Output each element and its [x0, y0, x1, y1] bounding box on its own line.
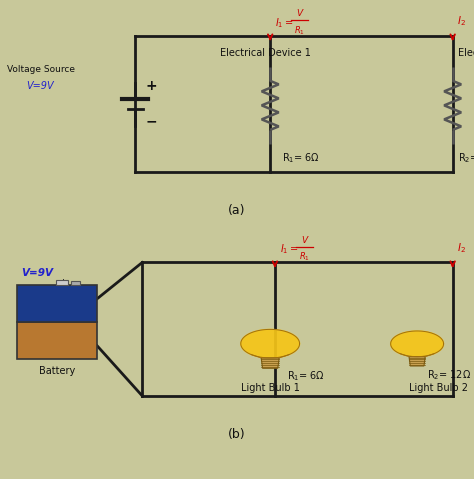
Text: $I_2$: $I_2$: [457, 241, 466, 255]
Text: $I_1=$: $I_1=$: [275, 16, 293, 30]
Text: R$_1$= 6Ω: R$_1$= 6Ω: [282, 151, 320, 165]
Text: $R_1$: $R_1$: [294, 24, 305, 37]
Text: (a): (a): [228, 204, 246, 217]
Bar: [56, 280, 68, 285]
Polygon shape: [261, 358, 279, 368]
FancyBboxPatch shape: [17, 285, 97, 322]
Text: V: V: [301, 236, 307, 245]
Text: R$_2$= 12Ω: R$_2$= 12Ω: [458, 151, 474, 165]
Text: R$_1$= 6Ω: R$_1$= 6Ω: [287, 369, 325, 383]
Text: Light Bulb 1: Light Bulb 1: [241, 383, 300, 393]
Text: −: −: [146, 114, 157, 128]
Polygon shape: [409, 357, 425, 366]
FancyBboxPatch shape: [17, 322, 97, 359]
Text: $R_1$: $R_1$: [299, 251, 310, 263]
Text: V=9V: V=9V: [26, 81, 54, 91]
Text: Battery: Battery: [39, 365, 75, 376]
Text: +: +: [59, 278, 66, 287]
Text: Electrical Device 2: Electrical Device 2: [458, 48, 474, 57]
Text: +: +: [146, 79, 157, 93]
Bar: [71, 281, 80, 285]
Polygon shape: [391, 331, 444, 357]
Text: (b): (b): [228, 428, 246, 442]
Text: V: V: [297, 9, 302, 18]
Text: Electrical Device 1: Electrical Device 1: [220, 48, 311, 57]
Text: R$_2$= 12Ω: R$_2$= 12Ω: [427, 368, 471, 382]
Text: Voltage Source: Voltage Source: [7, 65, 75, 74]
Text: $I_1=$: $I_1=$: [280, 242, 298, 256]
Text: Light Bulb 2: Light Bulb 2: [409, 383, 468, 393]
Text: $I_2$: $I_2$: [457, 15, 466, 28]
Polygon shape: [241, 330, 300, 358]
Text: V=9V: V=9V: [21, 268, 54, 278]
